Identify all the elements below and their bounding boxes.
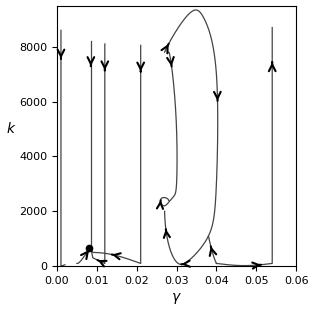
Y-axis label: $k$: $k$	[6, 121, 16, 136]
X-axis label: $\gamma$: $\gamma$	[171, 291, 182, 306]
